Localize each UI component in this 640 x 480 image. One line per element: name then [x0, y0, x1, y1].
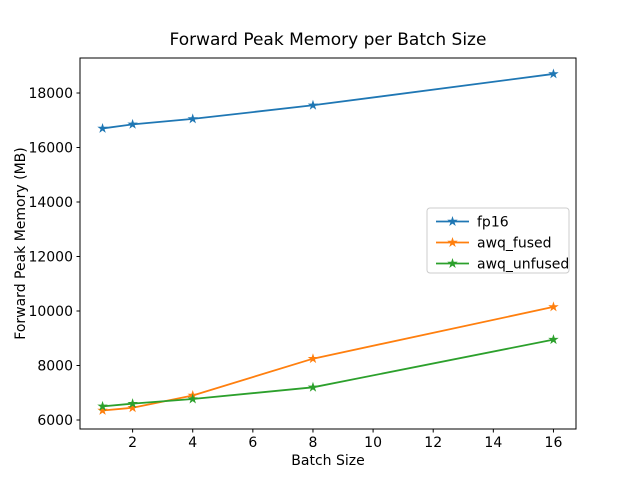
- data-point-marker: [97, 400, 108, 411]
- y-tick-label: 6000: [37, 413, 73, 429]
- data-point-marker: [127, 118, 138, 129]
- plot-area: [79, 57, 577, 430]
- legend-marker-awq_fused: [447, 237, 458, 247]
- x-tick-label: 16: [545, 435, 563, 451]
- series-line-awq_fused: [101, 306, 555, 412]
- data-point-marker: [548, 301, 559, 312]
- series-line-awq_unfused: [101, 338, 555, 408]
- data-point-marker: [307, 353, 319, 364]
- legend-label: fp16: [477, 215, 509, 231]
- data-point-marker: [548, 68, 559, 79]
- data-point-marker: [127, 402, 138, 413]
- y-tick-label: 16000: [28, 141, 73, 157]
- x-tick-label: 8: [309, 435, 318, 451]
- legend-entry-fp16: fp16: [436, 215, 509, 231]
- legend-marker-awq_unfused: [447, 258, 458, 268]
- data-point-marker: [187, 113, 198, 124]
- series-markers-fp16: [97, 68, 559, 133]
- data-point-marker: [187, 393, 198, 404]
- legend-entry-awq_unfused: awq_unfused: [436, 257, 569, 273]
- legend-label: awq_fused: [477, 236, 552, 252]
- x-tick-label: 4: [188, 435, 197, 451]
- legend: fp16 awq_fused awq_unfused: [426, 207, 570, 274]
- series-line-fp16: [101, 73, 555, 130]
- y-axis-label: Forward Peak Memory (MB): [13, 147, 29, 339]
- data-point-marker: [307, 381, 319, 392]
- data-point-marker: [97, 122, 108, 133]
- x-tick-label: 10: [364, 435, 382, 451]
- data-point-marker: [307, 99, 319, 110]
- data-point-marker: [127, 398, 138, 409]
- x-tick-label: 12: [424, 435, 442, 451]
- legend-box: [426, 207, 570, 274]
- x-tick-label: 14: [484, 435, 502, 451]
- data-point-marker: [97, 404, 108, 415]
- x-tick-label: 2: [128, 435, 137, 451]
- x-tick-label: 6: [248, 435, 257, 451]
- y-tick-label: 8000: [37, 359, 73, 375]
- series-markers-awq_unfused: [97, 334, 559, 411]
- y-tick-label: 18000: [28, 86, 73, 102]
- y-tick-label: 10000: [28, 304, 73, 320]
- series-markers-awq_fused: [97, 301, 559, 415]
- legend-label: awq_unfused: [477, 257, 569, 273]
- x-axis-label: Batch Size: [291, 453, 364, 469]
- data-point-marker: [548, 334, 559, 345]
- y-tick-label: 12000: [28, 250, 73, 266]
- chart-title: Forward Peak Memory per Batch Size: [170, 30, 487, 50]
- legend-marker-fp16: [447, 216, 458, 226]
- legend-entry-awq_fused: awq_fused: [436, 236, 552, 252]
- y-tick-label: 14000: [28, 195, 73, 211]
